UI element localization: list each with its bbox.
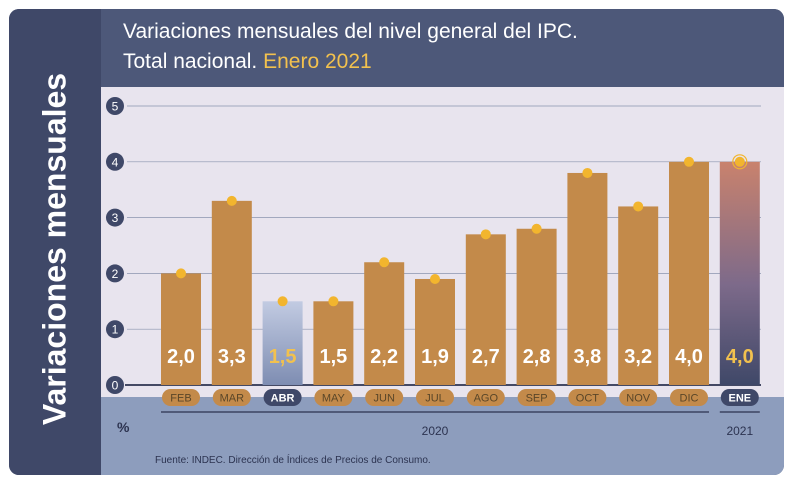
y-tick-label-2: 2: [112, 267, 119, 281]
bar-mar: [211, 200, 252, 385]
bar-ene: [719, 161, 760, 385]
unit-label: %: [117, 419, 130, 435]
chart-title-line-2: Total nacional. Enero 2021: [123, 50, 372, 74]
bar-ago: [465, 234, 506, 385]
bar-abr: [262, 301, 303, 385]
category-label-abr: ABR: [271, 393, 295, 405]
bar-dic: [669, 161, 709, 385]
value-label-ene: 4,0: [726, 346, 754, 368]
source-note: Fuente: INDEC. Dirección de Índices de P…: [155, 455, 431, 466]
value-label-jun: 2,2: [370, 346, 398, 368]
category-label-jul: JUL: [425, 393, 445, 405]
value-dot-ene: [734, 156, 745, 167]
category-pill-ago: [466, 389, 505, 406]
value-dot-abr: [277, 296, 288, 307]
value-dot-nov: [633, 201, 644, 212]
value-dot-mar: [226, 195, 237, 206]
chart-title-highlight: Enero 2021: [263, 50, 372, 73]
bar-may: [313, 301, 354, 385]
value-label-abr: 1,5: [269, 346, 297, 368]
value-dot-sep: [531, 223, 542, 234]
category-pill-dic: [670, 389, 708, 406]
value-dot-may: [328, 296, 339, 307]
bar-sep: [516, 228, 557, 385]
value-dot-ring-ene: [732, 154, 748, 170]
y-tick-badge-0: [106, 376, 124, 394]
category-pill-sep: [517, 389, 556, 406]
value-label-nov: 3,2: [624, 346, 652, 368]
y-tick-label-3: 3: [112, 211, 119, 225]
value-dot-jul: [430, 273, 440, 284]
value-label-feb: 2,0: [167, 346, 195, 368]
category-label-nov: NOV: [626, 393, 651, 405]
category-label-ago: AGO: [474, 393, 499, 405]
value-dot-feb: [176, 268, 186, 279]
category-label-may: MAY: [322, 393, 346, 405]
chart-footer: Fuente: INDEC. Dirección de Índices de P…: [101, 397, 784, 475]
value-label-jul: 1,9: [421, 346, 449, 368]
category-label-jun: JUN: [374, 393, 395, 405]
value-dot-oct: [582, 167, 593, 178]
y-tick-label-4: 4: [112, 155, 119, 169]
category-label-oct: OCT: [576, 393, 600, 405]
value-label-ago: 2,7: [472, 346, 500, 368]
y-tick-label-1: 1: [112, 323, 119, 337]
category-pill-jul: [416, 389, 454, 406]
value-dot-jun: [379, 257, 390, 268]
y-tick-badge-5: [106, 97, 124, 115]
category-label-feb: FEB: [170, 393, 191, 405]
category-pill-jun: [365, 389, 404, 406]
y-tick-badge-1: [106, 320, 124, 339]
bar-jun: [364, 262, 405, 385]
bar-chart: 0 1 2 3 4 5 2,0 FEB 3,3 MAR 1,5 ABR 1,5 MAY 2,2 JUN 1,9 J…: [106, 97, 761, 438]
y-tick-label-5: 5: [112, 100, 119, 114]
category-label-sep: SEP: [526, 393, 548, 405]
category-label-ene: ENE: [728, 393, 751, 405]
category-pill-feb: [162, 389, 200, 406]
y-tick-badge-4: [106, 152, 124, 171]
bar-jul: [415, 278, 455, 385]
category-pill-mar: [212, 389, 251, 406]
chart-title-line-1: Variaciones mensuales del nivel general …: [123, 20, 578, 43]
category-pill-abr: [263, 389, 302, 406]
category-label-dic: DIC: [680, 393, 699, 405]
y-tick-badge-3: [106, 208, 124, 227]
side-panel: Variaciones mensuales: [9, 9, 101, 475]
year-label-2021: 2021: [726, 424, 753, 438]
value-label-may: 1,5: [319, 346, 347, 368]
value-label-dic: 4,0: [675, 346, 703, 368]
year-label-2020: 2020: [422, 424, 449, 438]
value-dot-ago: [480, 229, 491, 240]
value-label-mar: 3,3: [218, 346, 246, 368]
chart-card: Variaciones mensuales Variaciones mensua…: [9, 9, 784, 475]
bar-nov: [618, 206, 659, 385]
value-label-sep: 2,8: [523, 346, 551, 368]
bar-oct: [567, 172, 608, 385]
category-pill-nov: [619, 389, 658, 406]
category-pill-may: [314, 389, 353, 406]
value-label-oct: 3,8: [573, 346, 601, 368]
chart-title-prefix: Total nacional.: [123, 50, 258, 73]
value-dot-dic: [684, 156, 694, 167]
y-tick-label-0: 0: [112, 379, 119, 393]
category-label-mar: MAR: [220, 393, 245, 405]
category-pill-oct: [568, 389, 607, 406]
y-tick-badge-2: [106, 264, 124, 283]
chart-header: Variaciones mensuales del nivel general …: [101, 9, 784, 85]
category-pill-ene: [720, 389, 759, 406]
bar-feb: [161, 273, 201, 385]
